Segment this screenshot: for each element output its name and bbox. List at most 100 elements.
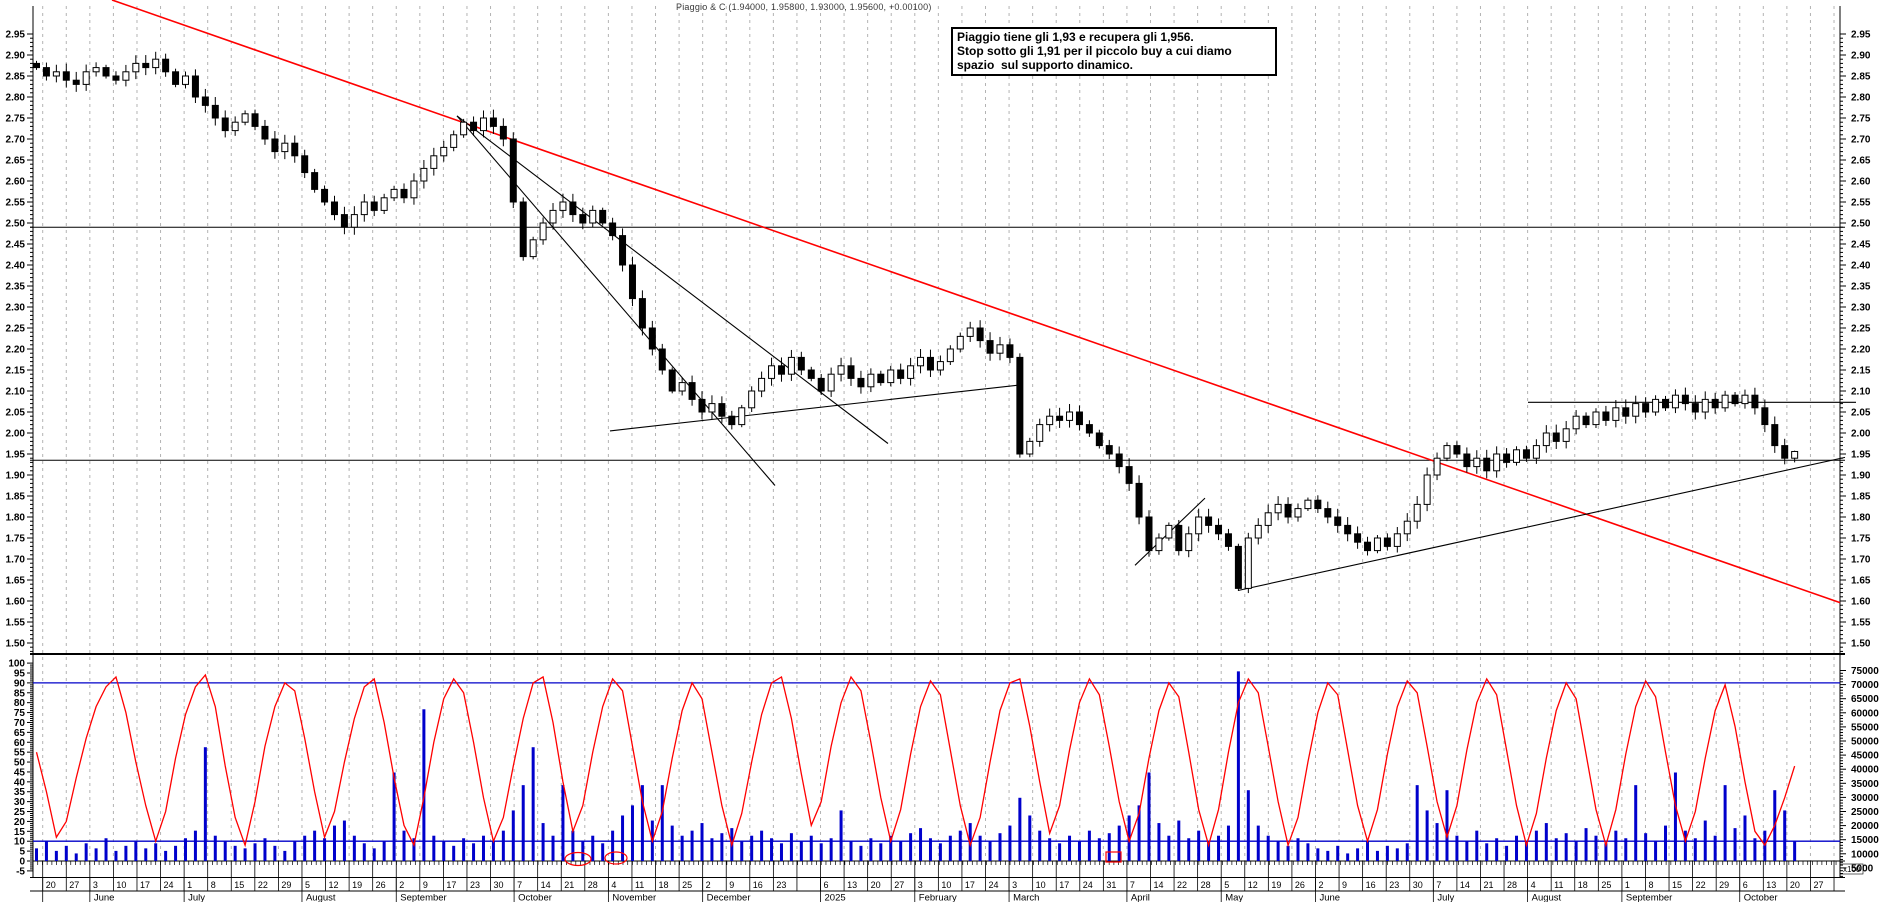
candle-down bbox=[1314, 499, 1322, 510]
week-labels: 20 27 3 10 17 24 1 8 15 22 29 5 12 19 26 2 9 17 23 30 7 14 21 2… bbox=[42, 861, 1835, 891]
candle-down bbox=[162, 58, 170, 73]
price-tick-label-right: 1.50 bbox=[1851, 639, 1871, 650]
candle-up bbox=[966, 327, 974, 337]
candle-down bbox=[897, 369, 905, 379]
candle-down bbox=[638, 298, 646, 329]
week-label: 17 bbox=[140, 880, 150, 890]
volume-bar bbox=[909, 833, 913, 861]
candle-down bbox=[579, 214, 587, 224]
candle-up bbox=[559, 201, 567, 211]
week-label: 10 bbox=[116, 880, 126, 890]
candle-down bbox=[489, 117, 497, 127]
volume-bar bbox=[1644, 833, 1648, 861]
week-label: 2 bbox=[399, 880, 404, 890]
candle-down bbox=[728, 415, 736, 426]
week-label: 31 bbox=[1106, 880, 1116, 890]
volume-bar bbox=[1624, 838, 1628, 861]
volume-bar bbox=[472, 843, 476, 861]
candle-down bbox=[1642, 403, 1650, 413]
analyst-annotation-box[interactable]: Piaggio tiene gli 1,93 e recupera gli 1,… bbox=[951, 27, 1277, 76]
volume-bar bbox=[1127, 815, 1131, 861]
candle-down bbox=[1135, 482, 1143, 518]
price-tick-label-left: 2.25 bbox=[6, 324, 26, 335]
candle-up bbox=[1403, 520, 1411, 535]
candle-down bbox=[499, 125, 507, 140]
week-label: 30 bbox=[494, 880, 504, 890]
week-label: 25 bbox=[1601, 880, 1611, 890]
candle-down bbox=[311, 172, 319, 190]
volume-bar bbox=[1048, 838, 1052, 861]
volume-bar bbox=[1077, 840, 1081, 861]
week-label: 11 bbox=[635, 880, 644, 890]
volume-bar bbox=[611, 830, 615, 861]
week-label: 18 bbox=[659, 880, 669, 890]
price-tick-label-right: 1.75 bbox=[1851, 534, 1871, 545]
volume-bar bbox=[1703, 820, 1707, 861]
volume-bar bbox=[1534, 830, 1538, 861]
candle-up bbox=[678, 382, 686, 392]
volume-bar bbox=[124, 845, 128, 861]
candle-down bbox=[658, 348, 666, 371]
week-label: 12 bbox=[329, 880, 339, 890]
annotation-line: Piaggio tiene gli 1,93 e recupera gli 1,… bbox=[957, 30, 1194, 44]
price-tick-label-left: 2.55 bbox=[6, 198, 26, 209]
oscillator-tick-label: 55 bbox=[14, 748, 26, 759]
candle-down bbox=[340, 214, 348, 228]
week-label: 20 bbox=[46, 880, 56, 890]
red-circle-mark bbox=[564, 851, 592, 867]
candle-down bbox=[1364, 541, 1372, 552]
price-tick-label-left: 2.10 bbox=[6, 387, 26, 398]
volume-bar bbox=[1375, 850, 1379, 861]
major-red-downtrend[interactable] bbox=[111, 0, 1841, 604]
volume-bars bbox=[35, 671, 1797, 861]
candle-up bbox=[1046, 415, 1054, 426]
candle-down bbox=[847, 365, 855, 379]
candle-up bbox=[887, 369, 895, 384]
volume-bar bbox=[591, 835, 595, 861]
price-tick-label-left: 2.40 bbox=[6, 261, 26, 272]
price-tick-label-right: 1.95 bbox=[1851, 450, 1871, 461]
price-tick-label-right: 2.00 bbox=[1851, 429, 1871, 440]
volume-bar bbox=[601, 843, 605, 861]
trendlines[interactable] bbox=[111, 0, 1856, 604]
price-tick-label-left: 2.95 bbox=[6, 30, 26, 41]
volume-bar bbox=[1207, 840, 1211, 861]
volume-bar bbox=[412, 838, 416, 861]
month-label: 2025 bbox=[825, 893, 846, 902]
volume-bar bbox=[491, 840, 495, 861]
volume-bar bbox=[928, 838, 932, 861]
volume-bar bbox=[313, 830, 317, 861]
candle-up bbox=[241, 113, 249, 123]
price-tick-label-left: 2.35 bbox=[6, 282, 26, 293]
volume-bar bbox=[84, 843, 88, 861]
price-tick-label-right: 2.50 bbox=[1851, 219, 1871, 230]
candle-up bbox=[1592, 411, 1600, 426]
support-resistance-levels[interactable] bbox=[30, 226, 1845, 461]
red-circle-mark bbox=[604, 851, 628, 865]
candle-down bbox=[1125, 466, 1133, 484]
volume-bar bbox=[352, 835, 356, 861]
fan-line-shallow[interactable] bbox=[456, 115, 889, 444]
candle-up bbox=[1036, 424, 1044, 442]
volume-tick-label: 15000 bbox=[1851, 835, 1879, 846]
volume-bar bbox=[114, 850, 118, 861]
volume-bar bbox=[819, 843, 823, 861]
candle-up bbox=[1244, 537, 1252, 589]
volume-bar bbox=[1385, 845, 1389, 861]
price-tick-label-right: 2.55 bbox=[1851, 198, 1871, 209]
candle-down bbox=[807, 369, 815, 379]
oscillator-tick-label: 35 bbox=[14, 787, 26, 798]
price-tick-label-left: 2.15 bbox=[6, 366, 26, 377]
volume-tick-label: 55000 bbox=[1851, 722, 1879, 733]
week-label: 19 bbox=[352, 880, 362, 890]
annotation-line: Stop sotto gli 1,91 per il piccolo buy a… bbox=[957, 44, 1232, 58]
volume-bar bbox=[1753, 838, 1757, 861]
volume-bar bbox=[452, 845, 456, 861]
dynamic-support[interactable] bbox=[1237, 456, 1846, 592]
week-label: 17 bbox=[965, 880, 975, 890]
volume-bar bbox=[1485, 843, 1489, 861]
volume-bar bbox=[1018, 797, 1022, 861]
week-label: 25 bbox=[682, 880, 692, 890]
minor-uptrend-winter[interactable] bbox=[609, 384, 1023, 432]
candle-down bbox=[857, 377, 865, 388]
